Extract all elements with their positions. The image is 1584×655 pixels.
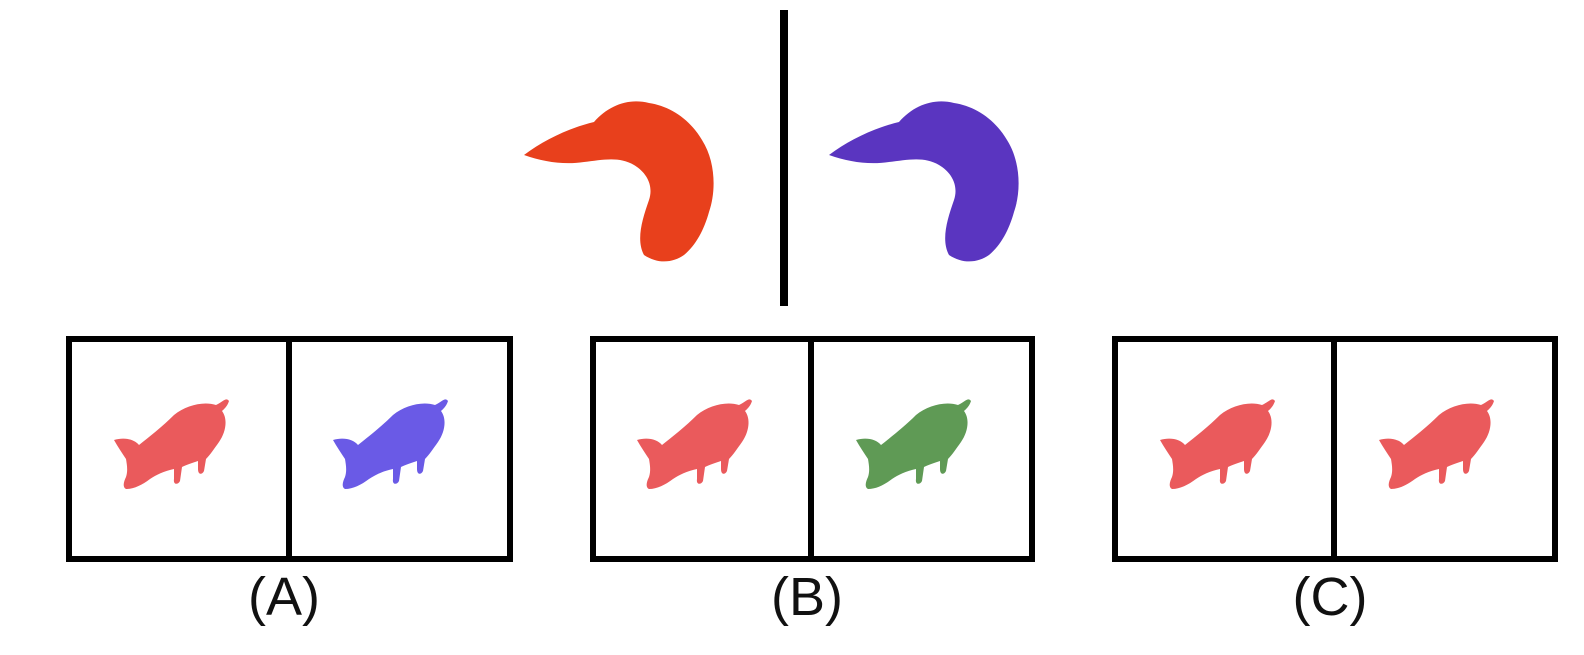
example-divider [780, 10, 788, 306]
pig-a-left [114, 399, 229, 489]
option-b-frame [590, 336, 1035, 562]
option-a-label: (A) [248, 567, 320, 627]
pig-c-left [1160, 399, 1275, 489]
option-c-label: (C) [1292, 567, 1368, 627]
option-b-label: (B) [771, 567, 843, 627]
option-a-frame [66, 336, 513, 562]
option-c-frame [1112, 336, 1558, 562]
pig-c-right [1379, 399, 1494, 489]
pig-a-right [333, 399, 448, 489]
croissant-right [829, 101, 1019, 262]
pig-b-right [856, 399, 971, 489]
pig-b-left [637, 399, 752, 489]
croissant-left [524, 101, 714, 262]
